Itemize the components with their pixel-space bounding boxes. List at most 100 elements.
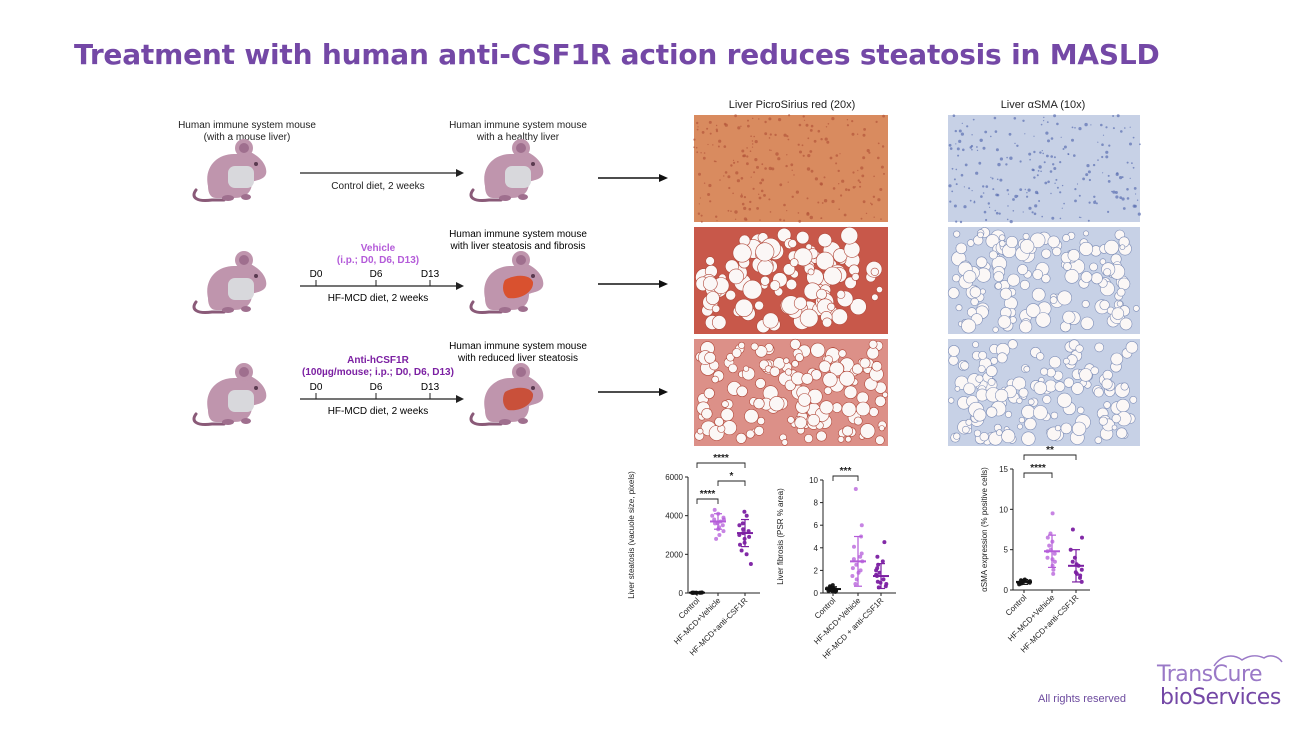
row-antibody: Anti-hCSF1R (100µg/mouse; i.p.; D0, D6, …	[192, 341, 668, 427]
significance-label: ****	[700, 489, 716, 500]
arrow-icon	[456, 169, 464, 177]
data-point	[1079, 579, 1084, 584]
y-tick-label: 0	[1004, 586, 1009, 595]
arrow-icon	[659, 174, 668, 182]
significance-label: *	[730, 471, 734, 482]
data-point	[875, 566, 880, 571]
data-point	[1052, 551, 1057, 556]
data-point	[737, 523, 742, 528]
y-tick-label: 4	[814, 544, 819, 553]
significance-bracket	[696, 498, 719, 504]
significance-label: ****	[713, 453, 729, 464]
row-control: Human immune system mouse (with a mouse …	[178, 120, 668, 203]
data-point	[1080, 535, 1084, 540]
data-point	[1045, 555, 1050, 560]
row1-before-line2: (with a mouse liver)	[204, 132, 291, 143]
x-tick-label: Control	[1004, 593, 1029, 618]
histology-panel	[693, 114, 888, 223]
data-point	[720, 523, 725, 528]
row3-after-line1: Human immune system mouse	[449, 341, 587, 352]
data-point	[742, 509, 747, 514]
data-point	[850, 574, 855, 578]
row2-after-line2: with liver steatosis and fibrosis	[449, 241, 585, 252]
charts: 0 2000 4000 6000 Liver steatosis (vacuole si…	[627, 445, 1090, 661]
data-point	[1068, 547, 1073, 552]
liver-icon	[503, 275, 534, 299]
histology-title-psr: Liver PicroSirius red (20x)	[729, 99, 856, 111]
data-point	[858, 554, 863, 559]
logo-mark-icon	[1213, 655, 1283, 667]
data-point	[1050, 511, 1055, 516]
data-point	[740, 521, 745, 526]
significance-bracket	[696, 462, 746, 468]
data-point	[1051, 571, 1056, 576]
liver-icon	[228, 278, 254, 300]
data-point	[748, 562, 753, 566]
data-point	[1079, 567, 1084, 572]
y-tick-label: 10	[809, 476, 818, 485]
significance-label: ****	[1030, 463, 1046, 474]
histology-panel	[694, 226, 888, 334]
significance-bracket	[717, 480, 746, 486]
data-point	[830, 583, 835, 588]
y-tick-label: 0	[679, 589, 684, 598]
liver-icon	[503, 387, 534, 411]
y-axis-label: Liver steatosis (vacuole size, pixels)	[627, 471, 636, 599]
data-point	[1045, 535, 1050, 540]
liver-icon	[228, 390, 254, 412]
y-tick-label: 6000	[665, 473, 683, 482]
data-point	[850, 566, 855, 571]
logo-line1: TransCure	[1157, 662, 1263, 687]
y-axis-label: Liver fibrosis (PSR % area)	[776, 488, 785, 585]
copyright-notice: All rights reserved	[1038, 693, 1127, 705]
data-point	[721, 529, 726, 534]
histology-panels	[693, 114, 1141, 446]
data-point	[1047, 543, 1052, 548]
data-point	[881, 577, 886, 582]
data-point	[741, 527, 746, 532]
data-point	[851, 557, 856, 562]
data-point	[852, 544, 856, 549]
data-point	[853, 487, 858, 491]
significance-bracket	[832, 475, 859, 481]
data-point	[854, 562, 859, 567]
y-tick-label: 2000	[665, 550, 683, 559]
data-point	[1078, 573, 1083, 578]
y-tick-label: 8	[814, 499, 819, 508]
row3-day6: D6	[370, 382, 383, 393]
data-point	[747, 534, 752, 539]
data-point	[883, 584, 888, 589]
y-tick-label: 15	[999, 465, 1008, 474]
row2-day6: D6	[370, 269, 383, 280]
row3-day0: D0	[310, 382, 323, 393]
data-point	[1070, 527, 1075, 532]
row1-before-line1: Human immune system mouse	[178, 120, 316, 131]
significance-bracket	[1023, 454, 1077, 460]
y-tick-label: 0	[814, 589, 819, 598]
data-point	[880, 559, 885, 564]
significance-label: **	[1046, 445, 1054, 456]
data-point	[744, 552, 749, 557]
data-point	[1051, 567, 1056, 572]
arrow-icon	[456, 282, 464, 290]
data-point	[882, 540, 887, 545]
significance-bracket	[1023, 472, 1053, 478]
data-point	[710, 513, 715, 518]
histology-panel	[948, 114, 1141, 224]
significance-label: ***	[840, 466, 852, 477]
y-tick-label: 6	[814, 521, 819, 530]
histology-panel	[694, 338, 889, 446]
data-point	[712, 507, 717, 512]
row3-treatment-name: Anti-hCSF1R	[347, 355, 409, 366]
y-tick-label: 10	[999, 505, 1008, 514]
row2-treatment-detail: (i.p.; D0, D6, D13)	[337, 255, 419, 266]
y-tick-label: 4000	[665, 512, 683, 521]
y-axis-label: αSMA expression (% positive cells)	[980, 467, 989, 592]
dot-plot: 0 5 10 15 αSMA expression (% positive cells)…	[980, 445, 1090, 655]
row3-treatment-detail: (100µg/mouse; i.p.; D0, D6, D13)	[302, 367, 454, 378]
row-vehicle: Vehicle (i.p.; D0, D6, D13) D0 D6 D13 HF…	[192, 229, 668, 315]
data-point	[853, 582, 858, 586]
data-point	[738, 542, 742, 547]
row2-after-line1: Human immune system mouse	[449, 229, 587, 240]
